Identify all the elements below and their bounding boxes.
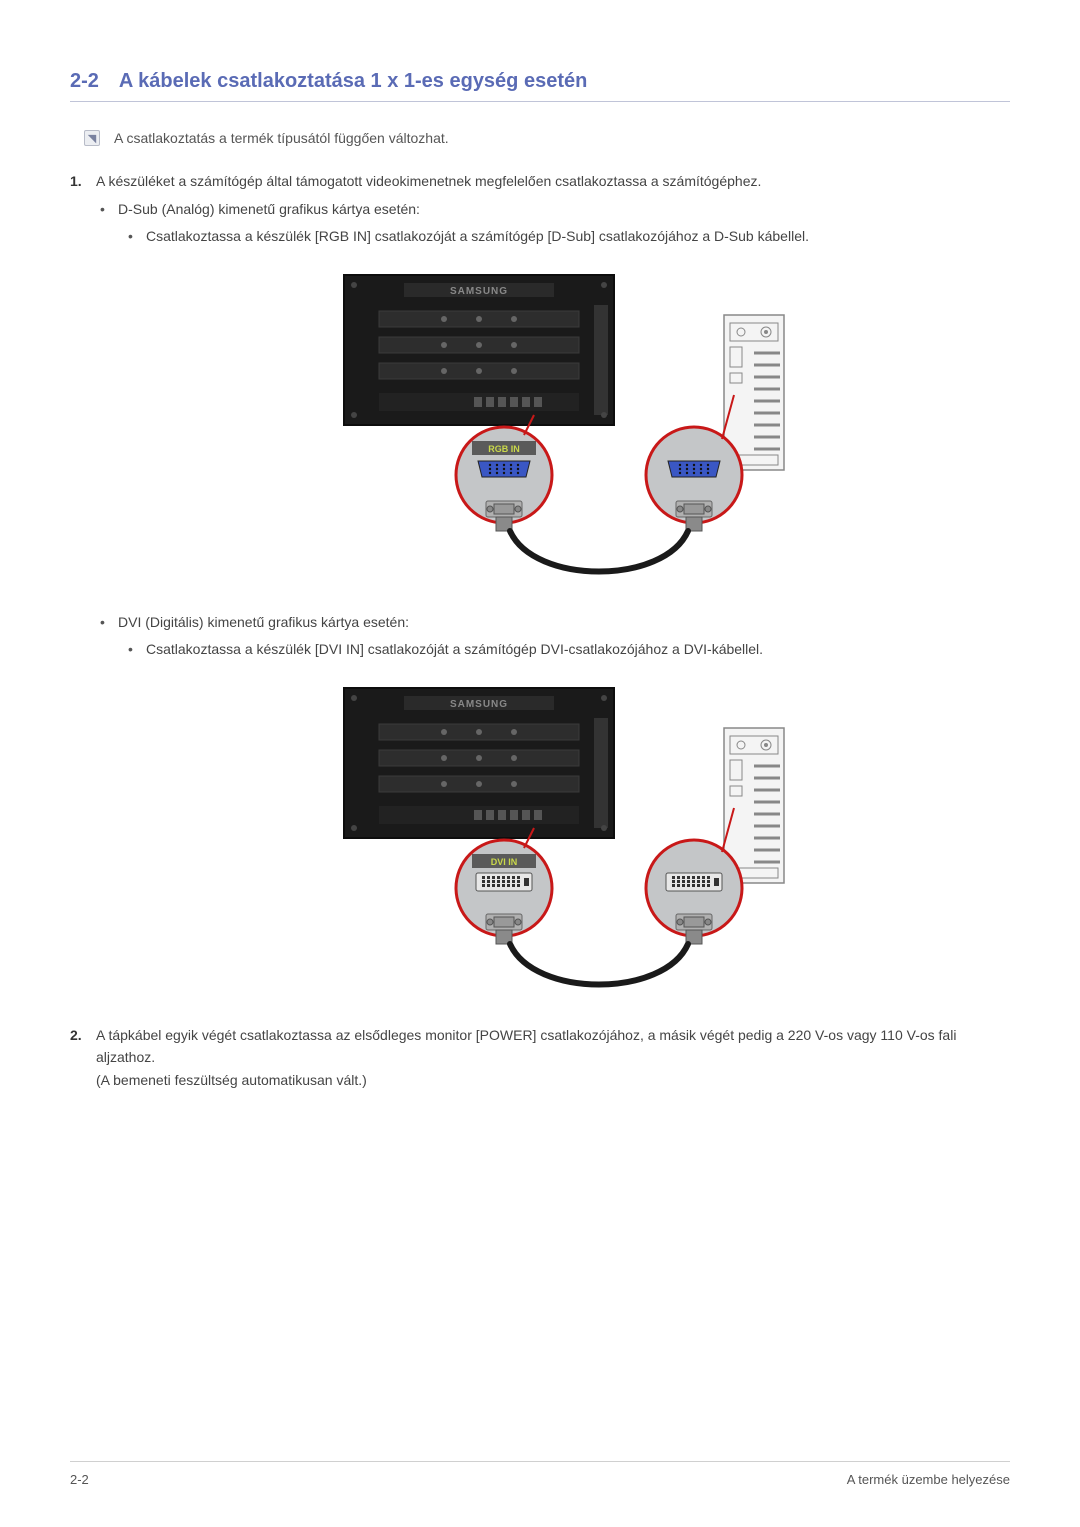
dvi-item: DVI (Digitális) kimenetű grafikus kártya…: [96, 611, 1010, 998]
dsub-item: D-Sub (Analóg) kimenetű grafikus kártya …: [96, 198, 1010, 585]
note-row: ◥ A csatlakoztatás a termék típusától fü…: [84, 130, 1010, 146]
step-1-text: A készüléket a számítógép által támogato…: [96, 173, 761, 189]
dvi-detail: Csatlakoztassa a készülék [DVI IN] csatl…: [118, 638, 1010, 660]
rgb-diagram: SAMSUNG RGB IN: [118, 265, 1010, 585]
step-2-line1: A tápkábel egyik végét csatlakoztassa az…: [96, 1027, 956, 1065]
section-title: A kábelek csatlakoztatása 1 x 1-es egysé…: [119, 70, 587, 93]
step-2: A tápkábel egyik végét csatlakoztassa az…: [70, 1024, 1010, 1091]
svg-text:SAMSUNG: SAMSUNG: [450, 286, 508, 297]
step-1-sublist: D-Sub (Analóg) kimenetű grafikus kártya …: [96, 198, 1010, 998]
page-footer: 2-2 A termék üzembe helyezése: [70, 1461, 1010, 1487]
main-ordered-list: A készüléket a számítógép által támogato…: [70, 170, 1010, 1091]
footer-right: A termék üzembe helyezése: [847, 1472, 1010, 1487]
svg-text:RGB IN: RGB IN: [488, 444, 520, 454]
note-icon: ◥: [84, 130, 100, 146]
section-number: 2-2: [70, 70, 99, 93]
svg-text:SAMSUNG: SAMSUNG: [450, 699, 508, 710]
note-text: A csatlakoztatás a termék típusától függ…: [114, 130, 449, 146]
footer-left: 2-2: [70, 1472, 89, 1487]
dsub-heading: D-Sub (Analóg) kimenetű grafikus kártya …: [118, 201, 420, 217]
svg-text:DVI IN: DVI IN: [491, 857, 518, 867]
dsub-detail: Csatlakoztassa a készülék [RGB IN] csatl…: [118, 225, 1010, 247]
step-2-line2: (A bemeneti feszültség automatikusan vál…: [96, 1072, 367, 1088]
dvi-diagram: SAMSUNG DVI IN: [118, 678, 1010, 998]
section-header: 2-2 A kábelek csatlakoztatása 1 x 1-es e…: [70, 70, 1010, 102]
step-1: A készüléket a számítógép által támogato…: [70, 170, 1010, 998]
dvi-heading: DVI (Digitális) kimenetű grafikus kártya…: [118, 614, 409, 630]
